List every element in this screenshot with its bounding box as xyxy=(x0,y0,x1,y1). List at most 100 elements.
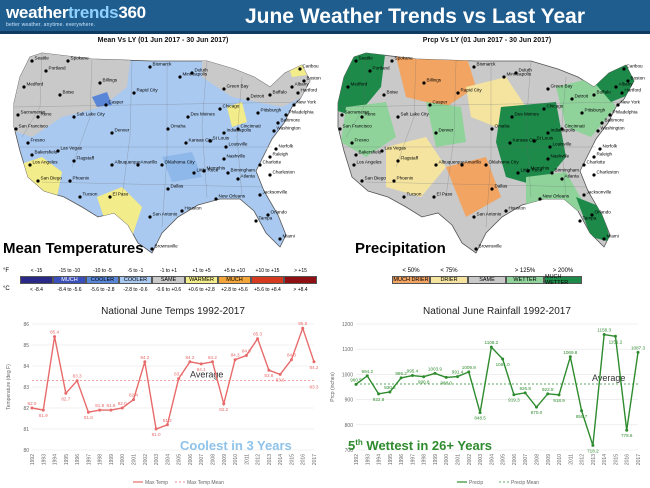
data-point[interactable] xyxy=(557,393,561,397)
city-dot xyxy=(30,153,34,157)
legend-f-range: +10 to +15 xyxy=(255,268,280,274)
city-label: Flagstaff xyxy=(401,156,419,161)
city-label: Amarillo xyxy=(465,160,482,165)
data-point[interactable] xyxy=(199,362,203,366)
data-point[interactable] xyxy=(625,428,629,432)
city-label: Denver xyxy=(115,128,130,133)
data-point[interactable] xyxy=(86,410,90,414)
city-dot xyxy=(72,115,76,119)
data-point[interactable] xyxy=(546,392,550,396)
x-tick-label: 2016 xyxy=(301,454,307,465)
data-point[interactable] xyxy=(188,360,192,364)
data-point[interactable] xyxy=(222,402,226,406)
average-label: Average xyxy=(190,370,223,380)
data-point[interactable] xyxy=(143,360,147,364)
data-point[interactable] xyxy=(354,382,358,386)
data-point[interactable] xyxy=(580,409,584,413)
chart-title: National June Rainfall 1992-2017 xyxy=(423,306,571,317)
brand-logo[interactable]: weathertrends360 better weather. anytime… xyxy=(6,3,146,28)
data-point[interactable] xyxy=(534,405,538,409)
data-label: 81.2 xyxy=(163,418,172,423)
city-label: Hartford xyxy=(301,88,318,93)
data-point[interactable] xyxy=(154,427,158,431)
data-point[interactable] xyxy=(433,371,437,375)
data-point[interactable] xyxy=(301,326,305,330)
city-label: Reno xyxy=(365,112,376,117)
city-label: Orlando xyxy=(271,210,288,215)
rainfall-line-chart[interactable]: National June Rainfall 1992-2017 700 800 90… xyxy=(326,300,648,488)
city-dot xyxy=(508,141,512,145)
data-label: 1069.8 xyxy=(563,350,577,355)
x-tick-label: 2003 xyxy=(154,454,160,465)
y-tick-label: 900 xyxy=(345,398,354,404)
data-point[interactable] xyxy=(98,408,102,412)
data-label: 84.2 xyxy=(208,355,217,360)
city-label: Albuquerque xyxy=(439,160,465,165)
data-point[interactable] xyxy=(410,374,414,378)
data-point[interactable] xyxy=(267,368,271,372)
data-point[interactable] xyxy=(399,376,403,380)
data-point[interactable] xyxy=(53,335,57,339)
data-point[interactable] xyxy=(467,370,471,374)
data-point[interactable] xyxy=(613,334,617,338)
data-label: 83.8 xyxy=(264,373,273,378)
data-point[interactable] xyxy=(120,406,124,410)
data-point[interactable] xyxy=(233,358,237,362)
data-point[interactable] xyxy=(30,406,34,410)
city-label: Raleigh xyxy=(597,152,613,157)
x-tick-label: 2008 xyxy=(534,454,540,465)
temps-line-chart[interactable]: National June Temps 1992-2017 80 81 82 83 84 8… xyxy=(2,300,324,488)
city-dot xyxy=(620,91,624,95)
data-point[interactable] xyxy=(75,379,79,383)
data-point[interactable] xyxy=(568,355,572,359)
city-dot xyxy=(104,103,108,107)
data-point[interactable] xyxy=(512,393,516,397)
city-dot xyxy=(602,237,606,241)
city-label: Indianapolis xyxy=(227,128,252,133)
data-point[interactable] xyxy=(501,357,505,361)
data-point[interactable] xyxy=(109,408,113,412)
data-point[interactable] xyxy=(41,408,45,412)
data-point[interactable] xyxy=(64,391,68,395)
legend-prcp-range: > 125% xyxy=(514,268,536,274)
data-point[interactable] xyxy=(132,398,136,402)
data-point[interactable] xyxy=(244,354,248,357)
data-point[interactable] xyxy=(210,360,214,364)
city-dot xyxy=(368,69,372,73)
data-point[interactable] xyxy=(256,337,260,341)
city-label: Indianapolis xyxy=(551,128,576,133)
city-label: Birmingham xyxy=(231,168,256,173)
data-point[interactable] xyxy=(523,391,527,395)
data-point[interactable] xyxy=(365,374,369,378)
data-point[interactable] xyxy=(602,333,606,337)
data-point[interactable] xyxy=(177,377,181,381)
data-point[interactable] xyxy=(422,375,426,379)
city-label: Pittsburgh xyxy=(261,108,282,113)
data-label: 870.0 xyxy=(531,410,543,415)
city-dot xyxy=(340,113,344,117)
data-point[interactable] xyxy=(278,372,282,376)
city-label: Casper xyxy=(433,100,448,105)
logo-main-text: weather xyxy=(6,3,69,22)
city-label: Des Moines xyxy=(191,112,216,117)
data-point[interactable] xyxy=(591,443,595,447)
data-point[interactable] xyxy=(456,375,460,379)
data-point[interactable] xyxy=(444,375,448,379)
legend-swatch xyxy=(251,276,284,284)
city-label: Jacksonville xyxy=(587,190,612,195)
precipitation-map[interactable]: Seattle Spokane Medford Boise Billings Bismar… xyxy=(326,47,648,285)
x-tick-label: 2011 xyxy=(568,454,574,465)
data-point[interactable] xyxy=(478,411,482,415)
city-label: Tampa xyxy=(583,216,597,221)
temperature-map[interactable]: Seattle Spokane Medford Boise Billings Bismar… xyxy=(2,47,324,285)
data-point[interactable] xyxy=(388,390,392,394)
data-point[interactable] xyxy=(377,392,381,396)
data-point[interactable] xyxy=(289,358,293,362)
data-point[interactable] xyxy=(312,360,316,364)
data-label: 83.6 xyxy=(276,377,285,382)
data-point[interactable] xyxy=(636,350,640,354)
data-point[interactable] xyxy=(489,345,493,349)
city-label: Spokane xyxy=(395,56,414,61)
city-label: Philadelphia xyxy=(613,110,638,115)
data-point[interactable] xyxy=(165,423,169,427)
